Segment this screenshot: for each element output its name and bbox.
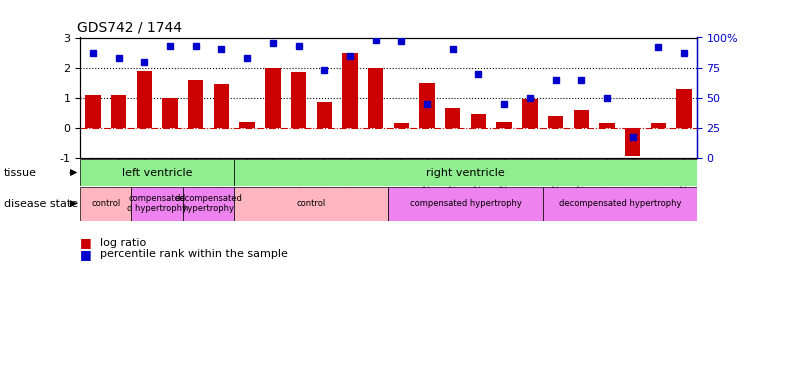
Bar <box>368 68 384 128</box>
Bar <box>239 122 255 128</box>
Bar <box>316 102 332 128</box>
Text: right ventricle: right ventricle <box>426 168 505 177</box>
Text: control: control <box>296 199 326 208</box>
Text: GDS742 / 1744: GDS742 / 1744 <box>77 21 182 35</box>
Bar <box>183 187 234 220</box>
Bar <box>342 53 357 128</box>
Bar <box>548 116 563 128</box>
Bar <box>625 128 640 156</box>
Bar <box>80 187 131 220</box>
Bar <box>111 94 127 128</box>
Bar <box>131 187 183 220</box>
Text: control: control <box>91 199 120 208</box>
Bar <box>214 84 229 128</box>
Text: disease state: disease state <box>4 199 78 208</box>
Bar <box>542 187 697 220</box>
Text: log ratio: log ratio <box>100 238 147 248</box>
Text: percentile rank within the sample: percentile rank within the sample <box>100 249 288 259</box>
Bar <box>235 187 388 220</box>
Text: ■: ■ <box>80 237 92 249</box>
Text: compensated
d hypertrophy: compensated d hypertrophy <box>127 194 187 213</box>
Bar <box>393 123 409 128</box>
Bar <box>599 123 614 128</box>
Bar <box>497 122 512 128</box>
Bar <box>420 82 435 128</box>
Bar <box>574 110 589 128</box>
Bar <box>188 80 203 128</box>
Bar <box>291 72 306 128</box>
Bar <box>235 159 697 186</box>
Text: compensated hypertrophy: compensated hypertrophy <box>409 199 521 208</box>
Bar <box>522 99 537 128</box>
Text: left ventricle: left ventricle <box>122 168 192 177</box>
Text: decompensated
hypertrophy: decompensated hypertrophy <box>175 194 243 213</box>
Bar <box>471 114 486 128</box>
Bar <box>676 88 692 128</box>
Text: ■: ■ <box>80 248 92 261</box>
Text: tissue: tissue <box>4 168 37 177</box>
Bar <box>388 187 543 220</box>
Bar <box>265 68 280 128</box>
Text: decompensated hypertrophy: decompensated hypertrophy <box>558 199 681 208</box>
Bar <box>85 94 101 128</box>
Bar <box>137 70 152 128</box>
Bar <box>650 123 666 128</box>
Bar <box>445 108 461 128</box>
Bar <box>163 98 178 128</box>
Bar <box>80 159 235 186</box>
